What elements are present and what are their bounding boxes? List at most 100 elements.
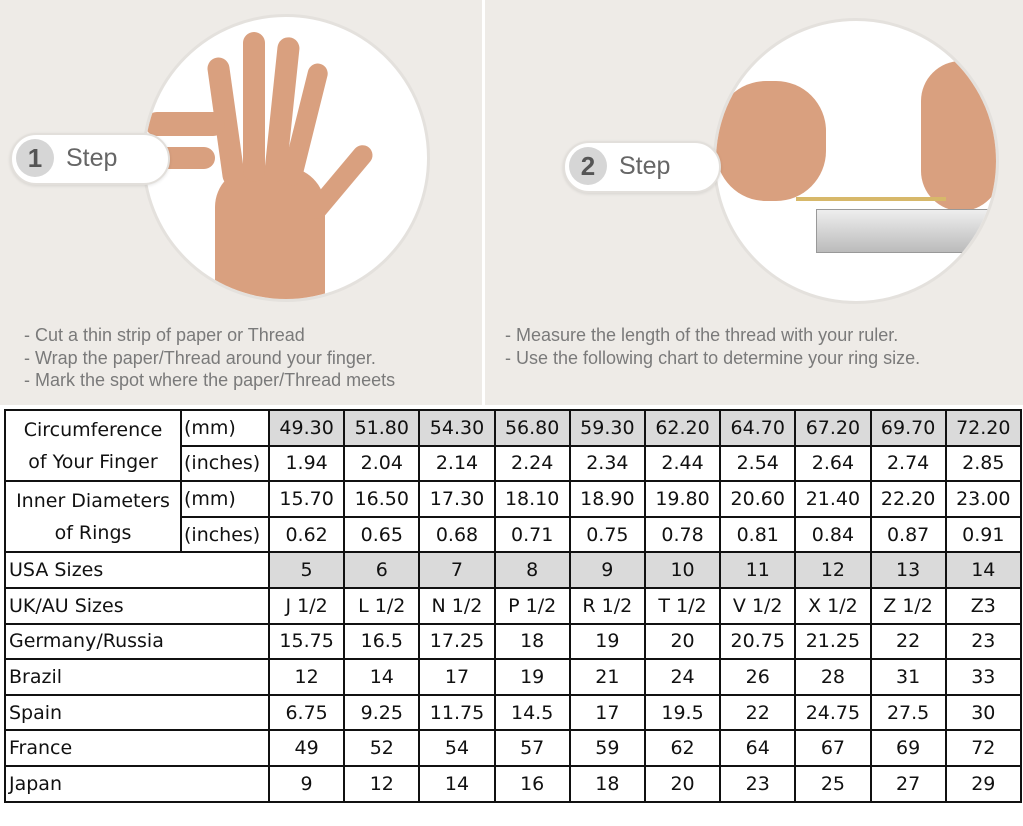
circumference-label: Circumference of Your Finger [4,408,182,483]
size-cell: T 1/2 [643,586,722,625]
size-cell: 25 [794,764,872,803]
unit-label: (mm) [180,409,270,447]
row-label: Spain [4,693,270,732]
label-line: Circumference [23,418,163,441]
inner-diameter-inches-cell: 0.68 [418,515,496,554]
inner-diameter-mm-cell: 22.20 [869,480,947,518]
inner-diameter-inches-cell: 0.75 [568,515,646,554]
size-cell: 15.75 [267,622,346,661]
circumference-mm-cell: 62.20 [643,409,722,447]
size-cell: X 1/2 [794,586,872,625]
instruction-line: - Mark the spot where the paper/Thread m… [24,370,396,390]
step2-number: 2 [569,147,607,185]
circumference-inches-cell: 2.85 [944,444,1022,483]
inner-diameter-mm-cell: 15.70 [267,480,346,518]
size-cell: 29 [944,764,1022,803]
inner-diameter-inches-cell: 0.91 [944,515,1022,554]
size-cell: 21.25 [794,622,872,661]
size-cell: 20 [643,622,722,661]
size-cell: Z3 [944,586,1022,625]
size-cell: 62 [643,729,722,767]
hand-photo [142,14,430,302]
step2-label: Step [619,152,671,180]
size-cell: 23 [944,622,1022,661]
inner-diameter-mm-cell: 23.00 [944,480,1022,518]
circumference-inches-cell: 2.14 [418,444,496,483]
circumference-mm-cell: 54.30 [418,409,496,447]
size-cell: 10 [643,551,722,589]
inner-diameter-mm-cell: 21.40 [794,480,872,518]
instruction-line: - Use the following chart to determine y… [505,347,921,368]
inner-diameter-mm-cell: 17.30 [418,480,496,518]
table-row: Brazil 12 14 17 19 21 24 26 28 31 33 [4,658,1022,696]
size-cell: 33 [944,658,1022,696]
circumference-inches-cell: 2.54 [719,444,797,483]
table-row: France 49 52 54 57 59 62 64 67 69 72 [4,729,1022,767]
step1-badge: 1 Step [10,133,170,185]
size-cell: 49 [267,729,346,767]
size-cell: 7 [418,551,496,589]
circumference-mm-cell: 64.70 [719,409,797,447]
size-cell: 12 [343,764,421,803]
size-cell: 18 [493,622,571,661]
size-cell: 13 [869,551,947,589]
circumference-mm-cell: 49.30 [267,409,346,447]
ruler [816,209,996,253]
circumference-inches-cell: 2.04 [343,444,421,483]
step1-label: Step [66,144,118,172]
inner-diameter-inches-cell: 0.71 [493,515,571,554]
circumference-inches-cell: 2.74 [869,444,947,483]
step2-panel: 2 Step - Measure the length of the threa… [485,0,1023,405]
inner-diameter-mm-cell: 18.90 [568,480,646,518]
size-cell: 72 [944,729,1022,767]
size-cell: 57 [493,729,571,767]
size-cell: 11.75 [418,693,496,732]
step1-instructions: - Cut a thin strip of paper or Thread - … [24,324,395,392]
size-cell: 9 [267,764,346,803]
size-cell: L 1/2 [343,586,421,625]
table-row: (inches) 0.62 0.65 0.68 0.71 0.75 0.78 0.81 0.84… [5,515,1022,554]
size-cell: 19 [568,622,646,661]
table-row: (inches) 1.94 2.04 2.14 2.24 2.34 2.44 2.54 2.64… [5,444,1022,483]
size-cell: P 1/2 [493,586,571,625]
row-label: USA Sizes [4,551,270,589]
size-cell: 14 [944,551,1022,589]
step2-instructions: - Measure the length of the thread with … [505,324,920,369]
inner-diameter-mm-cell: 19.80 [643,480,722,518]
circumference-mm-cell: 59.30 [568,409,646,447]
circumference-inches-cell: 2.34 [568,444,646,483]
inner-diameter-inches-cell: 0.81 [719,515,797,554]
size-cell: 21 [568,658,646,696]
row-label: Germany/Russia [4,622,270,661]
row-label: France [4,729,270,767]
label-line: of Your Finger [28,450,158,473]
circumference-mm-cell: 67.20 [794,409,872,447]
table-row: Japan 9 12 14 16 18 20 23 25 27 29 [4,764,1022,803]
size-cell: 69 [869,729,947,767]
size-cell: 64 [719,729,797,767]
size-cell: 12 [794,551,872,589]
size-cell: 17 [568,693,646,732]
size-cell: N 1/2 [418,586,496,625]
instruction-line: - Wrap the paper/Thread around your fing… [24,347,376,368]
size-cell: 30 [944,693,1022,732]
size-cell: 26 [719,658,797,696]
ruler-photo [713,18,999,304]
step1-panel: 1 Step - Cut a thin strip of paper or Th… [0,0,482,405]
size-cell: 23 [719,764,797,803]
size-cell: 24.75 [794,693,872,732]
table-row: Germany/Russia 15.75 16.5 17.25 18 19 20 20.75 2… [4,622,1022,661]
inner-diameter-mm-cell: 16.50 [343,480,421,518]
size-cell: 59 [568,729,646,767]
size-cell: 12 [267,658,346,696]
size-cell: 18 [568,764,646,803]
step1-number: 1 [16,139,54,177]
size-cell: 5 [267,551,346,589]
circumference-mm-cell: 69.70 [869,409,947,447]
size-cell: 14 [418,764,496,803]
unit-label: (inches) [180,444,270,483]
size-cell: 9.25 [343,693,421,732]
size-cell: 16 [493,764,571,803]
size-cell: 6 [343,551,421,589]
size-cell: 28 [794,658,872,696]
